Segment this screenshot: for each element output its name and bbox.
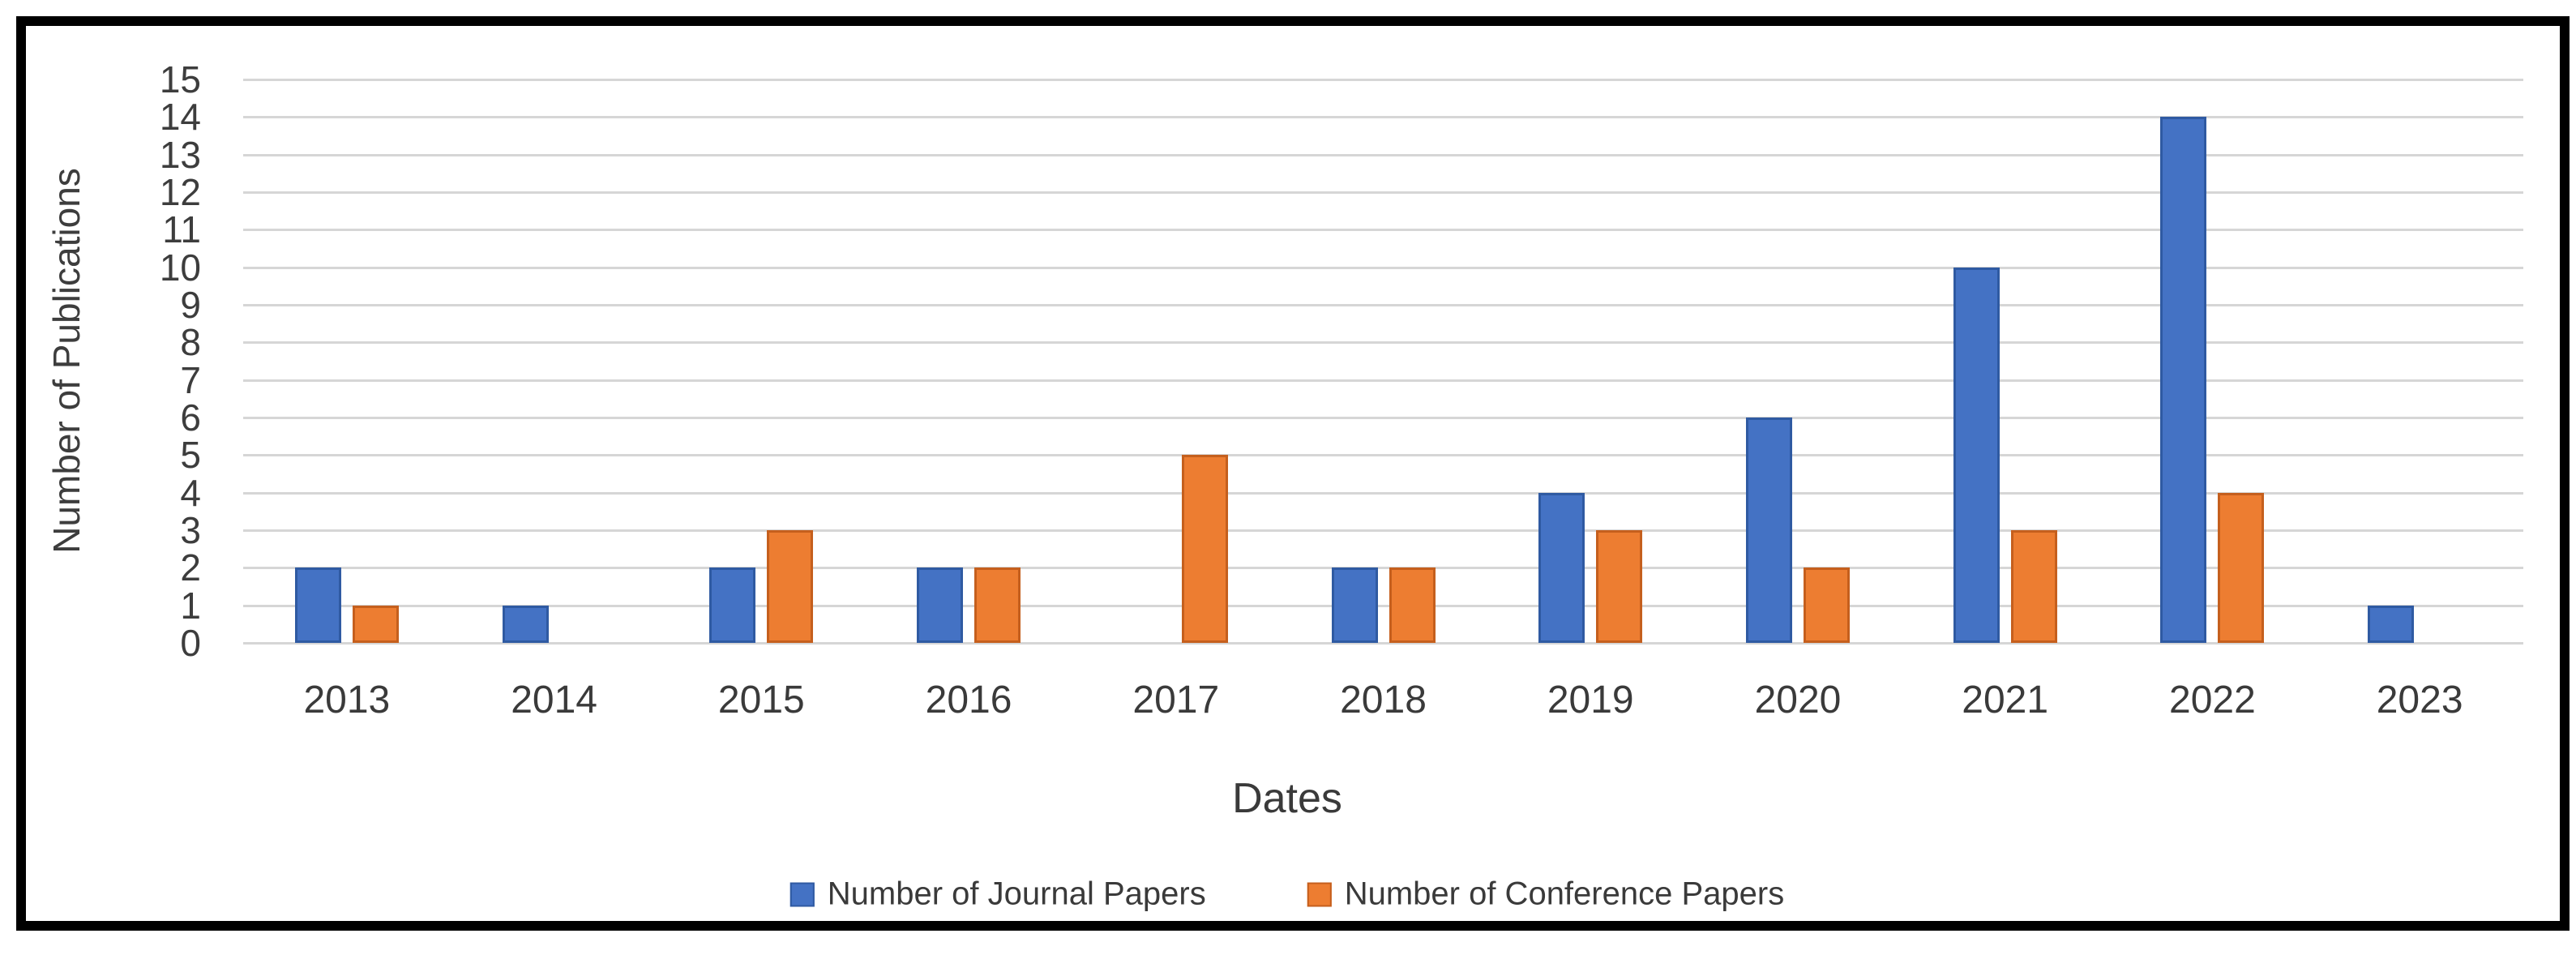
gridline-y3 <box>243 529 2523 532</box>
legend-item-conference: Number of Conference Papers <box>1307 876 1785 913</box>
gridline-y15 <box>243 79 2523 81</box>
y-tick-label-0: 0 <box>180 622 201 664</box>
x-axis-title: Dates <box>1232 775 1342 822</box>
gridline-y4 <box>243 491 2523 495</box>
bar-journal-2021 <box>1953 267 2000 643</box>
bar-journal-2023 <box>2368 605 2415 643</box>
y-tick-label-8: 8 <box>180 321 201 364</box>
gridline-y5 <box>243 454 2523 457</box>
y-tick-label-4: 4 <box>180 471 201 514</box>
bar-journal-2020 <box>1745 418 1792 643</box>
bar-journal-2013 <box>294 567 341 643</box>
bar-journal-2015 <box>709 567 756 643</box>
gridline-y1 <box>243 604 2523 607</box>
bar-journal-2014 <box>502 605 549 643</box>
bar-conference-2015 <box>767 530 814 643</box>
x-tick-label-2015: 2015 <box>717 679 805 722</box>
y-tick-label-9: 9 <box>180 284 201 326</box>
bar-journal-2016 <box>917 567 964 643</box>
bar-conference-2018 <box>1389 567 1436 643</box>
x-tick-label-2014: 2014 <box>511 679 597 722</box>
y-tick-label-11: 11 <box>162 208 201 251</box>
y-tick-label-1: 1 <box>180 584 201 627</box>
y-tick-label-3: 3 <box>180 509 201 551</box>
bar-journal-2022 <box>2160 117 2207 643</box>
bar-journal-2019 <box>1538 492 1585 643</box>
gridline-y9 <box>243 304 2523 306</box>
x-tick-label-2017: 2017 <box>1132 679 1220 722</box>
bar-conference-2020 <box>1803 567 1850 643</box>
y-tick-label-7: 7 <box>180 358 201 401</box>
x-tick-label-2019: 2019 <box>1547 679 1634 722</box>
x-tick-label-2022: 2022 <box>2169 679 2256 722</box>
gridline-y8 <box>243 341 2523 345</box>
bar-conference-2022 <box>2218 492 2265 643</box>
y-tick-label-5: 5 <box>180 434 201 477</box>
legend: Number of Journal Papers Number of Confer… <box>789 876 1785 913</box>
bar-conference-2021 <box>2010 530 2057 643</box>
x-tick-label-2021: 2021 <box>1962 679 2049 722</box>
x-tick-label-2016: 2016 <box>925 679 1012 722</box>
plot-area <box>243 79 2523 645</box>
legend-swatch-icon <box>1307 882 1332 906</box>
bar-journal-2018 <box>1331 567 1378 643</box>
x-tick-label-2020: 2020 <box>1754 679 1842 722</box>
legend-swatch-icon <box>789 882 815 906</box>
y-tick-label-13: 13 <box>159 133 201 176</box>
bar-conference-2013 <box>352 605 399 643</box>
bar-conference-2017 <box>1181 455 1228 643</box>
y-tick-label-14: 14 <box>159 96 201 139</box>
gridline-y11 <box>243 229 2523 232</box>
x-tick-label-2018: 2018 <box>1340 679 1427 722</box>
bar-conference-2019 <box>1596 530 1643 643</box>
gridline-y7 <box>243 379 2523 382</box>
y-tick-label-10: 10 <box>159 246 201 289</box>
gridline-y10 <box>243 266 2523 269</box>
gridline-y0 <box>243 642 2523 645</box>
legend-label: Number of Conference Papers <box>1344 876 1785 912</box>
y-tick-label-12: 12 <box>159 171 201 213</box>
legend-label: Number of Journal Papers <box>827 876 1206 912</box>
y-tick-label-6: 6 <box>180 396 201 439</box>
gridline-y14 <box>243 116 2523 119</box>
y-tick-label-2: 2 <box>180 546 201 589</box>
legend-item-journal: Number of Journal Papers <box>789 876 1206 913</box>
gridline-y2 <box>243 567 2523 570</box>
bar-conference-2016 <box>974 567 1021 643</box>
y-tick-label-15: 15 <box>159 58 201 101</box>
chart-frame-border <box>16 16 2570 931</box>
gridline-y6 <box>243 417 2523 419</box>
x-tick-label-2013: 2013 <box>303 679 391 722</box>
gridline-y12 <box>243 191 2523 194</box>
gridline-y13 <box>243 153 2523 156</box>
x-tick-label-2023: 2023 <box>2376 679 2463 722</box>
